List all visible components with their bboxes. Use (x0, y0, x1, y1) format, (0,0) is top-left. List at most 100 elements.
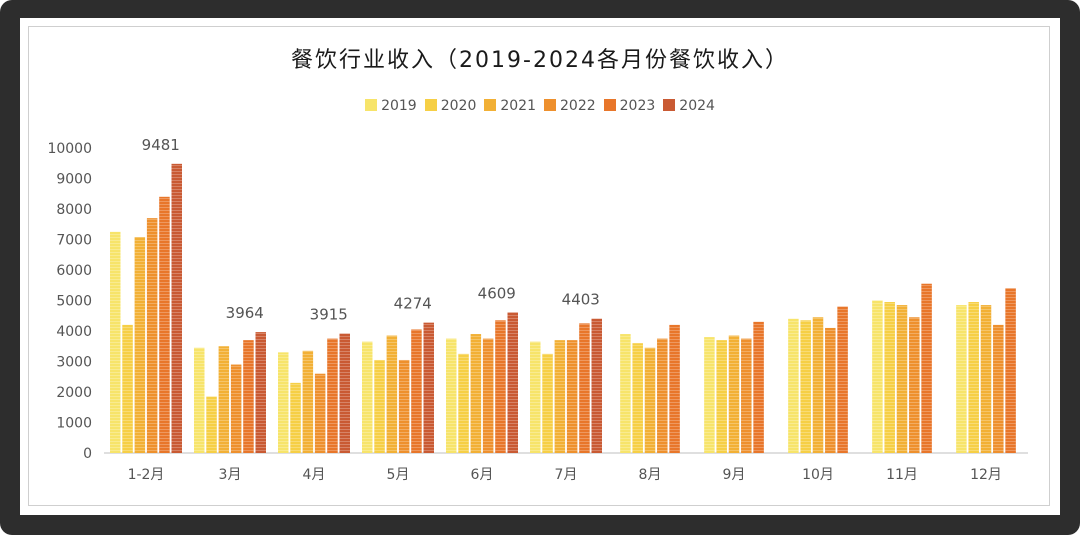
bar-texture (872, 300, 883, 453)
bar-texture (482, 338, 494, 453)
x-tick-label: 6月 (471, 467, 494, 483)
legend-swatch (424, 99, 437, 111)
bar-texture (968, 302, 979, 453)
bar-texture (134, 237, 146, 453)
bar-texture (812, 317, 824, 453)
bar-texture (993, 324, 1004, 453)
bar-texture (194, 347, 205, 453)
bar-texture (458, 353, 469, 453)
bar-texture (620, 334, 631, 453)
bar-texture (122, 324, 133, 453)
bar-texture (704, 337, 715, 453)
y-tick-label: 8000 (56, 202, 92, 218)
bar-texture (896, 305, 908, 453)
bar-texture (825, 327, 836, 453)
x-tick-label: 8月 (639, 467, 662, 483)
data-label: 9481 (142, 136, 180, 154)
bar-texture (669, 324, 680, 453)
bar-texture (566, 340, 578, 453)
x-tick-label: 11月 (886, 467, 918, 483)
data-label: 3964 (226, 304, 264, 322)
bar-texture (956, 305, 967, 453)
y-tick-label: 10000 (47, 141, 92, 157)
x-tick-label: 9月 (723, 467, 746, 483)
bar-texture (591, 318, 602, 453)
bar-texture (255, 332, 266, 453)
legend-swatch (544, 99, 556, 111)
x-tick-label: 10月 (802, 467, 834, 483)
y-tick-label: 4000 (56, 324, 92, 340)
legend-label: 2021 (500, 98, 536, 114)
legend-label: 2019 (381, 98, 417, 114)
y-tick-label: 2000 (56, 385, 92, 401)
bar-texture (788, 318, 799, 453)
bar-texture (470, 334, 482, 453)
bar-texture (837, 306, 848, 453)
bar-texture (374, 359, 385, 453)
data-label: 4403 (562, 291, 600, 309)
bar-texture (339, 333, 350, 453)
bar-texture (657, 338, 668, 453)
y-tick-label: 1000 (56, 416, 92, 432)
bar-texture (753, 321, 764, 453)
bar-texture (980, 305, 992, 453)
legend-item-2022: 2022 (544, 98, 596, 114)
bar-texture (579, 323, 590, 453)
bar-texture (398, 359, 410, 453)
x-tick-label: 5月 (387, 467, 410, 483)
bar-texture (171, 163, 182, 453)
y-tick-label: 5000 (56, 294, 92, 310)
bar-texture (314, 373, 326, 453)
y-tick-label: 0 (83, 446, 92, 462)
legend-label: 2022 (560, 98, 596, 114)
bar-texture (554, 340, 566, 453)
bar-texture (909, 317, 920, 453)
x-tick-label: 3月 (219, 467, 242, 483)
bar-texture (327, 338, 338, 453)
bar-texture (159, 196, 170, 454)
bar-texture (302, 350, 314, 453)
chart-area-border (28, 26, 1050, 506)
legend: 2019 2020 2021 2022 2023 2024 (20, 98, 1060, 114)
legend-label: 2020 (440, 98, 477, 114)
y-tick-label: 3000 (56, 355, 92, 371)
legend-swatch (365, 99, 378, 111)
legend-label: 2023 (619, 98, 656, 114)
bar-texture (290, 382, 301, 453)
bar-texture (507, 312, 518, 453)
bar-texture (446, 338, 457, 453)
legend-item-2024: 2024 (663, 98, 715, 114)
bar-texture (495, 320, 506, 453)
bar-texture (644, 347, 656, 453)
bar-texture (884, 302, 895, 453)
bar-texture (800, 320, 811, 453)
x-tick-label: 1-2月 (128, 467, 165, 483)
bar-texture (110, 231, 121, 453)
data-label: 4609 (478, 284, 516, 302)
bar-texture (243, 340, 254, 453)
bar-texture (278, 352, 289, 453)
legend-swatch (484, 99, 497, 111)
bar-texture (728, 335, 740, 453)
bar-texture (741, 338, 752, 453)
legend-label: 2024 (679, 98, 715, 114)
bar-texture (423, 322, 434, 453)
bar-texture (632, 343, 643, 453)
bar-texture (206, 396, 217, 453)
legend-swatch (603, 99, 616, 111)
bar-texture (411, 329, 422, 453)
bar-texture (218, 346, 230, 453)
legend-item-2020: 2020 (424, 98, 477, 114)
bar-texture (386, 335, 398, 453)
legend-item-2023: 2023 (603, 98, 656, 114)
chart-title: 餐饮行业收入（2019-2024各月份餐饮收入） (291, 48, 789, 73)
data-label: 4274 (394, 295, 432, 313)
legend-swatch (663, 99, 676, 111)
bar-texture (230, 364, 242, 453)
data-label: 3915 (310, 306, 348, 324)
bar-texture (542, 353, 553, 453)
legend-item-2019: 2019 (365, 98, 417, 114)
legend-item-2021: 2021 (484, 98, 536, 114)
x-tick-label: 4月 (303, 467, 326, 483)
